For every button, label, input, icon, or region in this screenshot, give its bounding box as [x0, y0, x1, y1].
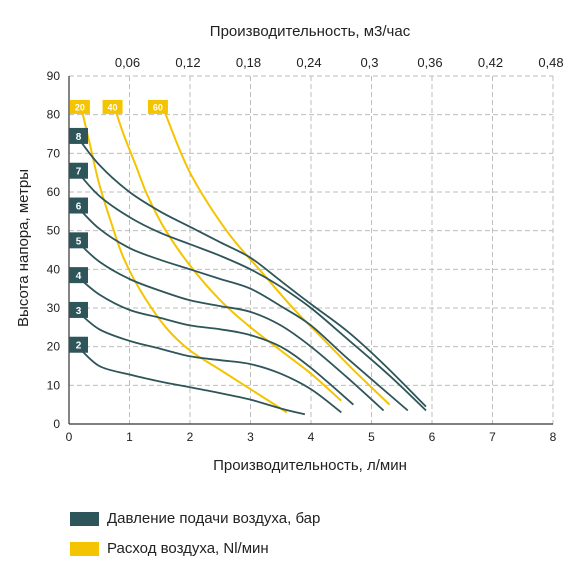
x-tick-label: 3 — [247, 430, 254, 444]
x-tick-label: 5 — [368, 430, 375, 444]
top-tick-label: 0,06 — [115, 55, 140, 70]
y-tick-label: 0 — [53, 417, 60, 431]
air-label-text-40: 40 — [108, 102, 118, 112]
pressure-label-text-3: 3 — [76, 306, 82, 317]
pressure-curve-3 — [77, 311, 342, 414]
y-axis-title: Высота напора, метры — [15, 169, 32, 327]
y-tick-label: 60 — [47, 185, 61, 199]
air-label-box-20 — [69, 99, 90, 114]
pressure-label-text-5: 5 — [76, 236, 82, 247]
pressure-curve-4 — [77, 276, 354, 406]
x-tick-label: 1 — [126, 430, 133, 444]
x-axis-title: Производительность, л/мин — [213, 457, 407, 474]
pressure-label-box-7 — [69, 162, 88, 179]
air-flow-curve-60 — [161, 106, 391, 406]
top-tick-label: 0,18 — [236, 55, 261, 70]
pressure-label-box-2 — [69, 336, 88, 353]
pressure-curve-7 — [77, 172, 427, 412]
top-tick-label: 0,48 — [538, 55, 563, 70]
air-label-text-20: 20 — [75, 102, 85, 112]
pressure-label-box-5 — [69, 232, 88, 249]
air-flow-curve-20 — [80, 106, 288, 414]
pressure-label-text-8: 8 — [76, 132, 82, 143]
legend-air: Расход воздуха, Nl/мин — [70, 540, 269, 557]
pressure-curve-8 — [77, 137, 427, 408]
y-tick-label: 80 — [47, 108, 61, 122]
pressure-label-text-2: 2 — [76, 341, 82, 352]
pressure-label-box-4 — [69, 267, 88, 284]
air-flow-curve-40 — [113, 106, 342, 402]
top-tick-label: 0,12 — [175, 55, 200, 70]
pressure-label-box-8 — [69, 127, 88, 144]
x-tick-label: 2 — [187, 430, 194, 444]
legend-pressure-label: Давление подачи воздуха, бар — [107, 510, 321, 527]
pressure-curve-2 — [77, 346, 306, 416]
air-label-box-60 — [147, 99, 168, 114]
y-tick-label: 30 — [47, 301, 61, 315]
series-layer — [77, 106, 427, 416]
pressure-curve-5 — [77, 241, 385, 412]
legend-pressure-swatch — [70, 511, 99, 526]
pressure-label-text-7: 7 — [76, 167, 82, 178]
pressure-label-text-4: 4 — [76, 271, 82, 282]
pressure-label-text-6: 6 — [76, 202, 82, 213]
y-tick-label: 50 — [47, 224, 61, 238]
legend-air-swatch — [70, 541, 99, 556]
x-tick-label: 0 — [66, 430, 73, 444]
y-tick-label: 10 — [47, 378, 61, 392]
pressure-curve-6 — [77, 206, 409, 412]
top-axis-title: Производительность, м3/час — [210, 23, 411, 40]
top-tick-label: 0,24 — [296, 55, 321, 70]
top-tick-label: 0,36 — [417, 55, 442, 70]
y-tick-label: 40 — [47, 262, 61, 276]
x-tick-label: 7 — [489, 430, 496, 444]
y-tick-label: 70 — [47, 146, 61, 160]
grid-layer — [69, 75, 554, 424]
pressure-label-box-6 — [69, 197, 88, 214]
legend-air-label: Расход воздуха, Nl/мин — [107, 540, 269, 557]
pressure-label-box-3 — [69, 301, 88, 318]
air-label-box-40 — [102, 99, 123, 114]
legend-pressure: Давление подачи воздуха, бар — [70, 510, 320, 527]
y-tick-label: 20 — [47, 340, 61, 354]
y-tick-label: 90 — [47, 69, 61, 83]
x-tick-label: 6 — [429, 430, 436, 444]
x-tick-label: 8 — [550, 430, 557, 444]
top-tick-label: 0,42 — [478, 55, 503, 70]
x-tick-label: 4 — [308, 430, 315, 444]
top-tick-label: 0,3 — [360, 55, 378, 70]
air-label-text-60: 60 — [153, 102, 163, 112]
